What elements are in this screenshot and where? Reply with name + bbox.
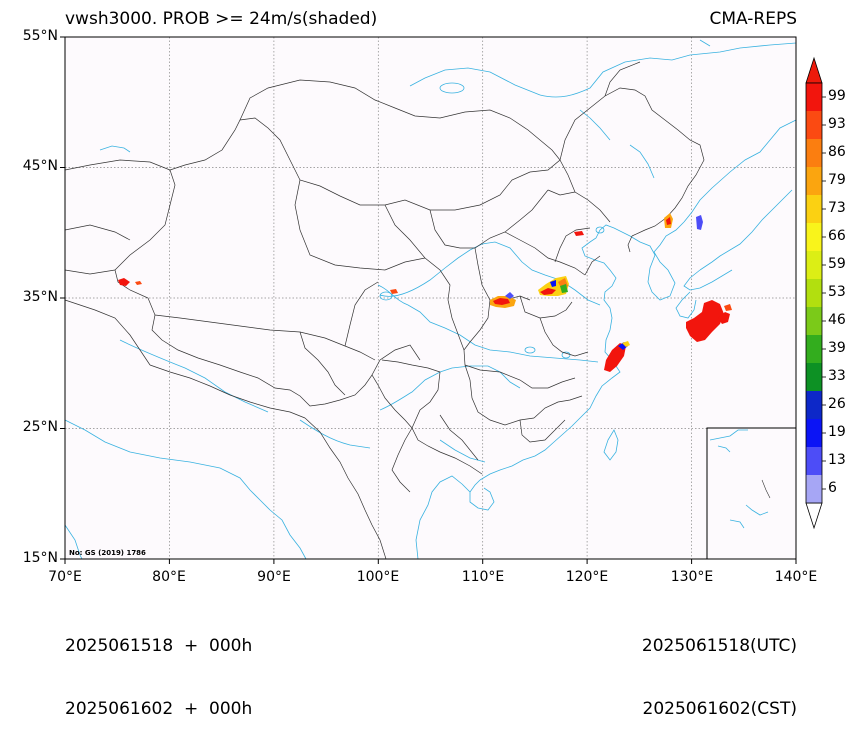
colorbar-tick-label: 13 — [828, 452, 846, 468]
colorbar — [805, 56, 826, 530]
model-name: CMA-REPS — [709, 9, 797, 29]
map-gridlines — [65, 37, 796, 559]
colorbar-tick-label: 39 — [828, 340, 846, 356]
map-approval-number: No: GS (2019) 1786 — [69, 549, 146, 557]
lat-label: 45°N — [22, 158, 58, 174]
init-time-cst: 2025061602 + 000h — [65, 699, 253, 719]
colorbar-segment — [806, 83, 822, 111]
colorbar-segment — [806, 419, 822, 447]
south-china-sea-inset — [706, 427, 797, 560]
lakes — [379, 82, 605, 359]
colorbar-segment — [806, 335, 822, 363]
colorbar-tick-label: 73 — [828, 200, 846, 216]
colorbar-tick-label: 59 — [828, 256, 846, 272]
colorbar-min-arrow — [805, 502, 823, 530]
footer-left: 2025061518 + 000h 2025061602 + 000h — [65, 594, 252, 741]
lat-label: 15°N — [22, 550, 58, 566]
colorbar-segment — [806, 363, 822, 391]
colorbar-max-arrow — [805, 56, 823, 84]
lat-label: 35°N — [22, 289, 58, 305]
colorbar-tick-label: 93 — [828, 116, 846, 132]
map-title: vwsh3000. PROB >= 24m/s(shaded) — [65, 9, 378, 29]
lon-label: 130°E — [670, 569, 714, 585]
colorbar-segment — [806, 167, 822, 195]
probability-shading — [118, 213, 732, 372]
colorbar-segment — [806, 391, 822, 419]
colorbar-segment — [806, 111, 822, 139]
colorbar-tick-label: 99 — [828, 88, 846, 104]
lat-label: 55°N — [22, 28, 58, 44]
lon-label: 70°E — [48, 569, 82, 585]
coastlines-rivers — [64, 39, 797, 560]
axis-ticks — [60, 36, 797, 564]
colorbar-segment — [806, 279, 822, 307]
colorbar-segment — [806, 475, 822, 503]
lon-label: 110°E — [461, 569, 505, 585]
colorbar-tick-label: 33 — [828, 368, 846, 384]
lon-label: 100°E — [356, 569, 400, 585]
borders — [64, 61, 705, 560]
map-canvas — [60, 36, 826, 564]
colorbar-tick-label: 53 — [828, 284, 846, 300]
colorbar-segment — [806, 251, 822, 279]
colorbar-tick-label: 86 — [828, 144, 846, 160]
colorbar-tick-label: 19 — [828, 424, 846, 440]
colorbar-segment — [806, 307, 822, 335]
colorbar-tick-label: 26 — [828, 396, 846, 412]
lon-label: 140°E — [774, 569, 818, 585]
colorbar-segment — [806, 223, 822, 251]
colorbar-segment — [806, 447, 822, 475]
lon-label: 120°E — [565, 569, 609, 585]
colorbar-segment — [806, 195, 822, 223]
lat-label: 25°N — [22, 419, 58, 435]
colorbar-tick-label: 6 — [828, 480, 837, 496]
lon-label: 90°E — [257, 569, 291, 585]
colorbar-tick-label: 79 — [828, 172, 846, 188]
shade-western-tibet — [118, 278, 130, 286]
colorbar-tick-label: 46 — [828, 312, 846, 328]
colorbar-segment — [806, 139, 822, 167]
valid-time-cst: 2025061602(CST) — [642, 699, 797, 719]
colorbar-tick-label: 66 — [828, 228, 846, 244]
lon-label: 80°E — [152, 569, 186, 585]
footer-right: 2025061518(UTC) 2025061602(CST) — [642, 594, 797, 741]
